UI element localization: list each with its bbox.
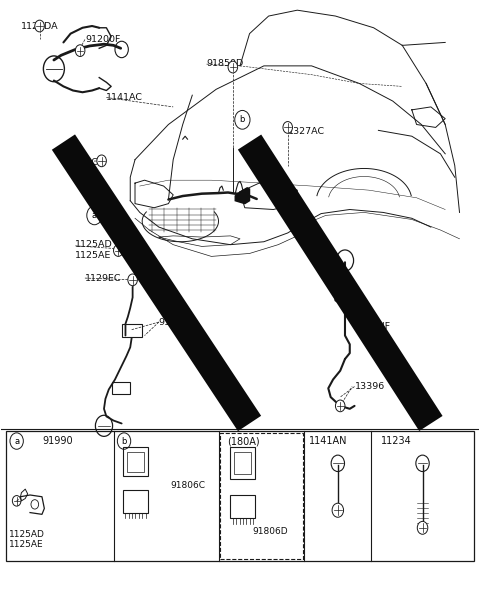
Text: 91806C: 91806C bbox=[171, 481, 206, 489]
Circle shape bbox=[228, 61, 238, 73]
Circle shape bbox=[35, 20, 44, 32]
Bar bbox=[230, 495, 255, 518]
Text: b: b bbox=[240, 115, 245, 124]
Bar bbox=[127, 452, 144, 472]
Polygon shape bbox=[235, 188, 250, 204]
Text: 1339CD: 1339CD bbox=[68, 157, 107, 167]
Text: 1327AC: 1327AC bbox=[288, 127, 325, 136]
Bar bbox=[220, 433, 302, 559]
Text: b: b bbox=[121, 436, 127, 445]
Circle shape bbox=[128, 274, 137, 286]
Circle shape bbox=[97, 155, 107, 167]
Circle shape bbox=[12, 495, 21, 506]
Text: 1125AE: 1125AE bbox=[75, 252, 112, 260]
Text: 1125DA: 1125DA bbox=[21, 22, 58, 31]
Text: 91806D: 91806D bbox=[252, 527, 288, 537]
Text: 1125AD: 1125AD bbox=[75, 240, 113, 249]
Text: a: a bbox=[92, 211, 97, 220]
Bar bbox=[230, 447, 255, 479]
Text: 91990: 91990 bbox=[42, 436, 72, 446]
Text: 13396: 13396 bbox=[355, 382, 385, 391]
Text: 1125AD: 1125AD bbox=[9, 530, 45, 539]
Bar bbox=[112, 382, 130, 394]
Bar bbox=[6, 431, 474, 561]
Text: 91200T: 91200T bbox=[159, 317, 194, 326]
Bar bbox=[234, 452, 252, 475]
Bar bbox=[123, 447, 148, 477]
Text: 1141AC: 1141AC bbox=[107, 93, 144, 102]
Circle shape bbox=[114, 244, 123, 256]
Circle shape bbox=[336, 400, 345, 412]
Text: 1140JF: 1140JF bbox=[360, 322, 391, 331]
Circle shape bbox=[417, 521, 428, 534]
Circle shape bbox=[75, 45, 85, 57]
Text: a: a bbox=[14, 436, 19, 445]
Text: 1125AE: 1125AE bbox=[9, 540, 43, 548]
Text: 91850D: 91850D bbox=[206, 59, 244, 68]
Bar bbox=[121, 324, 142, 337]
Circle shape bbox=[283, 121, 292, 133]
Text: (180A): (180A) bbox=[227, 436, 259, 446]
Text: 11234: 11234 bbox=[381, 436, 411, 446]
Text: 1129EC: 1129EC bbox=[85, 273, 121, 283]
Text: 91200F: 91200F bbox=[85, 35, 120, 44]
Bar bbox=[123, 490, 148, 512]
Text: 1141AN: 1141AN bbox=[309, 436, 348, 446]
Circle shape bbox=[332, 503, 344, 517]
